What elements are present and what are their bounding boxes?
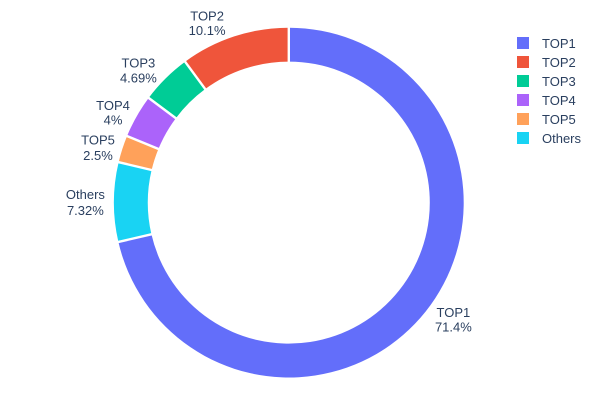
svg-text:TOP3: TOP3 bbox=[542, 74, 576, 89]
svg-text:Others: Others bbox=[66, 187, 106, 202]
svg-text:4%: 4% bbox=[104, 112, 123, 127]
svg-text:TOP1: TOP1 bbox=[437, 305, 471, 320]
svg-text:TOP5: TOP5 bbox=[542, 112, 576, 127]
svg-text:TOP4: TOP4 bbox=[542, 93, 576, 108]
svg-text:7.32%: 7.32% bbox=[67, 203, 104, 218]
svg-text:TOP5: TOP5 bbox=[81, 133, 115, 148]
svg-text:4.69%: 4.69% bbox=[120, 70, 157, 85]
svg-text:10.1%: 10.1% bbox=[189, 23, 226, 38]
svg-text:TOP3: TOP3 bbox=[122, 55, 156, 70]
svg-text:TOP2: TOP2 bbox=[542, 55, 576, 70]
svg-text:2.5%: 2.5% bbox=[83, 148, 113, 163]
svg-text:TOP1: TOP1 bbox=[542, 36, 576, 51]
svg-text:71.4%: 71.4% bbox=[435, 320, 472, 335]
svg-text:TOP4: TOP4 bbox=[96, 98, 130, 113]
svg-text:TOP2: TOP2 bbox=[190, 9, 224, 24]
svg-text:Others: Others bbox=[542, 131, 582, 146]
